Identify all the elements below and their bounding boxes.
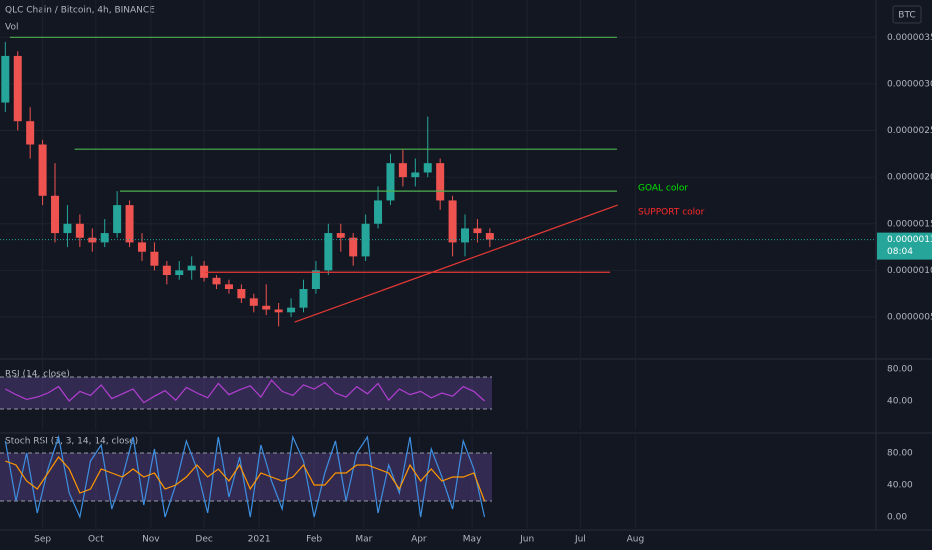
candle-body [200,265,209,278]
band [0,377,492,409]
y-tick-label: 0.00 [887,513,907,523]
candle-body [51,195,60,234]
candle-body [237,289,246,299]
drawing-line [294,204,618,323]
candle-body [287,307,296,313]
candle-body [113,205,122,234]
chart-title: QLC Chain / Bitcoin, 4h, BINANCE [5,6,155,16]
x-tick-label: Feb [306,535,322,545]
candle-body [411,172,420,178]
y-tick-label: 0.00000300 [887,79,932,89]
stoch-title: Stoch RSI (3, 3, 14, 14, close) [5,437,138,447]
volume-label: Vol [5,23,18,33]
x-tick-label: Sep [34,535,51,545]
annotation: GOAL color [638,184,688,194]
candle-body [88,237,97,243]
candle-body [26,121,35,145]
candle-body [249,298,258,306]
y-tick-label: 80.00 [887,365,913,375]
x-tick-label: Aug [627,535,645,545]
y-tick-label: 0.00000100 [887,266,932,276]
candle-body [1,55,10,103]
candle-body [13,55,22,122]
annotation: SUPPORT color [638,208,705,218]
candle-body [38,144,47,196]
x-tick-label: Oct [88,535,104,545]
candle-body [299,289,308,308]
x-tick-label: Dec [195,535,212,545]
candle-body [423,163,432,173]
x-tick-label: Nov [142,535,160,545]
candle-body [386,163,395,201]
x-tick-label: May [463,535,482,545]
y-tick-label: 0.00000050 [887,312,932,322]
y-tick-label: 0.00000350 [887,33,932,43]
candle-body [361,223,370,257]
currency-box[interactable] [892,5,922,24]
candle-body [374,200,383,224]
candle-body [473,228,482,234]
currency[interactable]: BTC [898,11,915,21]
candle-body [175,270,184,276]
candle-body [461,228,470,243]
candle-body [224,284,233,290]
candle-body [212,277,221,285]
candle-body [349,237,358,257]
candle-body [274,309,283,313]
x-tick-label: Mar [355,535,372,545]
stoch-line [5,456,486,502]
stoch-line [4,434,486,519]
y-tick-label: 40.00 [887,397,913,407]
candle-body [398,163,407,178]
y-tick-label: 0.00000150 [887,219,932,229]
y-tick-label: 0.00000200 [887,173,932,183]
y-tick-label: 0.00000250 [887,126,932,136]
rsi-title: RSI (14, close) [5,370,70,380]
candle-body [485,233,494,240]
x-tick-label: Jun [519,535,534,545]
candle-body [311,270,320,290]
candle-body [324,233,333,271]
candle-body [436,163,445,201]
last-price-label: 0.00000133 [887,235,932,245]
candle-body [63,223,72,234]
x-tick-label: 2021 [248,535,271,545]
last-price-box [877,232,932,260]
y-tick-label: 80.00 [887,449,913,459]
candle-body [262,305,271,310]
candle-body [75,223,84,238]
y-tick-label: 40.00 [887,481,913,491]
rsi-line [5,379,485,404]
candle-body [137,242,146,252]
candle-body [100,233,109,243]
candle-body [187,265,196,271]
candle-body [162,265,171,276]
x-tick-label: Apr [411,535,427,545]
countdown: 08:04 [887,247,913,257]
candle-body [336,233,345,238]
candle-body [448,200,457,243]
candle-body [125,205,134,243]
candle-body [150,251,159,266]
x-tick-label: Jul [574,535,586,545]
